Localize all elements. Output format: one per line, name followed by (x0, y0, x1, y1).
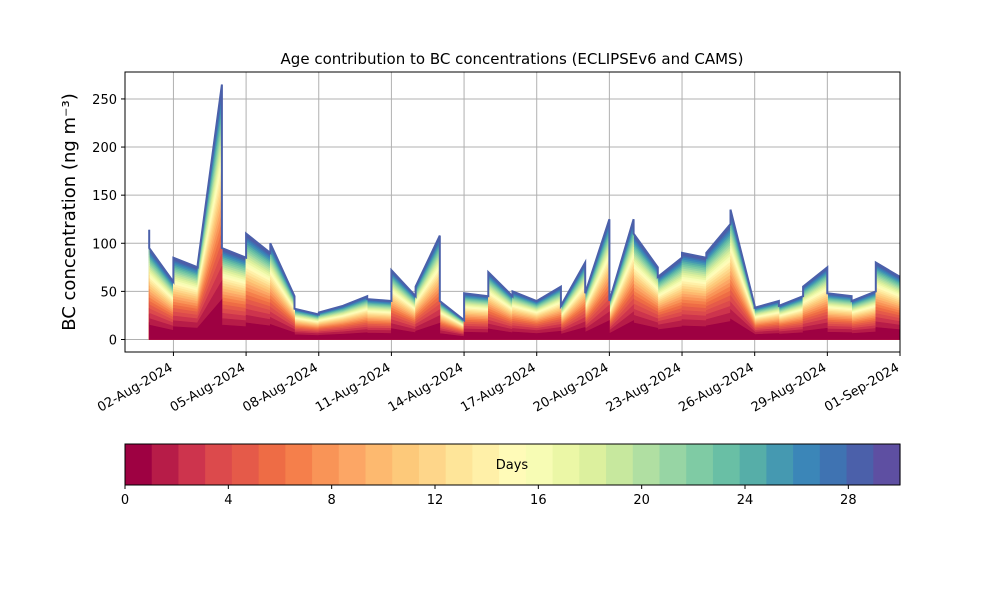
chart-title: Age contribution to BC concentrations (E… (281, 50, 744, 68)
colorbar-swatch (312, 444, 340, 485)
colorbar-tick-label: 4 (224, 493, 232, 508)
age-layer-area (148, 298, 901, 340)
colorbar-tick-label: 12 (427, 493, 444, 508)
colorbar-swatch (258, 444, 286, 485)
colorbar-swatch (552, 444, 580, 485)
colorbar-swatch (392, 444, 420, 485)
colorbar-swatch (659, 444, 687, 485)
total-concentration-line (148, 84, 901, 323)
colorbar-tick-label: 16 (530, 493, 547, 508)
colorbar-swatch (793, 444, 821, 485)
stacked-areas (148, 84, 901, 340)
colorbar-tick-label: 0 (121, 493, 129, 508)
y-tick-label: 0 (109, 333, 117, 348)
y-tick-label: 50 (100, 285, 117, 300)
colorbar-swatch (686, 444, 714, 485)
colorbar-swatch (125, 444, 153, 485)
colorbar-swatch (231, 444, 260, 485)
colorbar-swatches (125, 444, 901, 485)
plot-frame (124, 71, 901, 353)
colorbar-swatch (365, 444, 393, 485)
colorbar-tick-label: 24 (737, 493, 754, 508)
colorbar-tick-label: 20 (633, 493, 650, 508)
colorbar-swatch (525, 444, 554, 485)
colorbar-swatch (151, 444, 180, 485)
colorbar-swatch (632, 444, 661, 485)
colorbar-swatch (846, 444, 874, 485)
y-axis-label: BC concentration (ng m⁻³) (59, 93, 80, 331)
colorbar-swatch (418, 444, 447, 485)
colorbar-swatch (579, 444, 607, 485)
colorbar-swatch (445, 444, 474, 485)
colorbar-swatch (472, 444, 500, 485)
colorbar-swatch (739, 444, 767, 485)
y-tick-label: 150 (92, 189, 117, 204)
colorbar-tick-label: 28 (840, 493, 857, 508)
colorbar-swatch (766, 444, 794, 485)
colorbar-tick-label: 8 (328, 493, 336, 508)
colorbar-frame (124, 443, 901, 486)
colorbar-swatch (285, 444, 313, 485)
colorbar-swatch (819, 444, 848, 485)
colorbar-ticks: 0 4 8 12 16 20 24 28 (121, 485, 857, 508)
y-tick-label: 200 (92, 141, 117, 156)
colorbar-swatch (338, 444, 367, 485)
colorbar-swatch (873, 444, 901, 485)
colorbar-swatch (178, 444, 206, 485)
colorbar: Days 0 4 8 12 16 20 24 28 (121, 443, 901, 508)
y-axis-ticks: 0 50 100 150 200 250 (92, 93, 125, 348)
colorbar-swatch (499, 444, 527, 485)
y-tick-label: 250 (92, 93, 117, 108)
colorbar-swatch (712, 444, 741, 485)
colorbar-label: Days (496, 458, 529, 473)
y-tick-label: 100 (92, 237, 117, 252)
colorbar-swatch (205, 444, 233, 485)
colorbar-swatch (606, 444, 634, 485)
